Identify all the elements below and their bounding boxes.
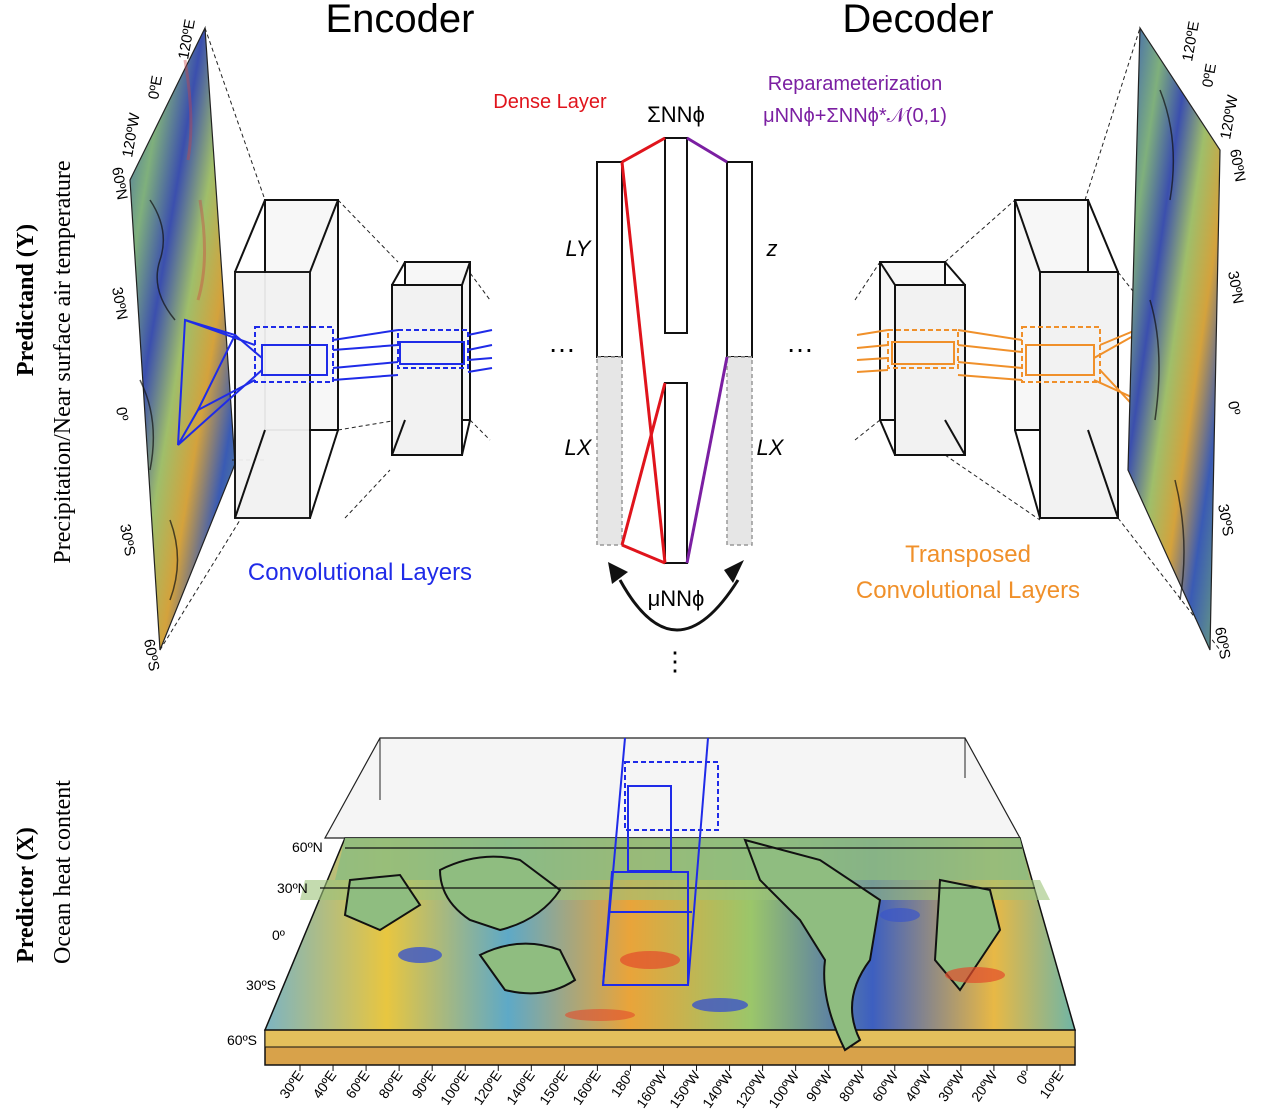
decoder-box-2 (1014, 199, 1119, 519)
bottom-map-lat-ticks: 60ºN 30ºN 0º 30ºS 60ºS (227, 839, 323, 1048)
bottom-lon-tick-label: 60ºW (869, 1067, 902, 1105)
bottom-lon-tick-label: 140ºE (503, 1068, 538, 1108)
conv-layers-label: Convolutional Layers (248, 559, 472, 586)
mu-label: μNNϕ (648, 586, 705, 611)
bottom-map-lon-ticks: 30ºE 40ºE 60ºE 80ºE 90ºE100ºE120ºE140ºE150ºE… (276, 1065, 1066, 1111)
skip-arrow (608, 560, 744, 632)
decoder-ellipsis: … (786, 327, 814, 358)
vertical-ellipsis: ⋮ (662, 646, 688, 676)
right-lon-120w: 120ºW (1217, 93, 1242, 141)
dense-layer-column-left (596, 161, 623, 546)
left-lat-30n: 30ºN (108, 286, 130, 321)
bottom-lon-tick-label: 30ºE (276, 1068, 306, 1102)
reparam-formula: μNNϕ+ΣNNϕ*𝒩(0,1) (763, 105, 947, 127)
tconv-label-line1: Transposed (905, 541, 1031, 568)
left-lat-60n: 60ºN (108, 166, 130, 201)
predictand-label: Predictand (Y) (13, 224, 39, 376)
bottom-lon-tick-label: 80ºW (836, 1067, 869, 1105)
left-lon-120w: 120ºW (119, 111, 144, 159)
right-lat-60n: 60ºN (1226, 148, 1248, 183)
ly-label: LY (566, 236, 592, 261)
left-output-map (129, 25, 236, 651)
bottom-lon-tick-label: 90ºE (408, 1068, 438, 1102)
encoder-conv-kernels (177, 318, 493, 446)
decoder-title: Decoder (842, 0, 993, 41)
bottom-lon-tick-label: 0º (1013, 1068, 1034, 1088)
sigma-label: ΣNNϕ (647, 102, 705, 127)
bottom-lon-tick-label: 30ºW (935, 1067, 968, 1105)
bottom-lon-tick-label: 120ºE (470, 1068, 505, 1108)
right-lat-60s: 60ºS (1211, 626, 1233, 661)
right-output-map (1127, 26, 1221, 651)
reparam-connections (685, 136, 729, 564)
left-lat-30s: 30ºS (116, 523, 138, 558)
bottom-lon-tick-label: 40ºW (902, 1067, 935, 1105)
right-lon-0e: 0ºE (1199, 62, 1220, 88)
encoder-box-2 (391, 261, 471, 456)
bottom-lat-60s: 60ºS (227, 1032, 257, 1048)
bottom-lon-tick-label: 150ºW (666, 1067, 703, 1111)
bottom-lon-tick-label: 100ºE (437, 1068, 472, 1108)
right-lat-0: 0º (1224, 400, 1243, 417)
left-lon-120e: 120ºE (175, 18, 199, 61)
bottom-lon-tick-label: 80ºE (375, 1068, 405, 1102)
dense-layer-label: Dense Layer (493, 91, 607, 113)
bottom-lon-tick-label: 160ºW (633, 1067, 670, 1111)
encoder-title: Encoder (326, 0, 475, 41)
reparam-title: Reparameterization (768, 73, 943, 95)
bottom-lon-tick-label: 90ºW (803, 1067, 836, 1105)
bottom-lat-0: 0º (272, 927, 285, 943)
bottom-lon-tick-label: 60ºE (342, 1068, 372, 1102)
z-label: z (766, 236, 778, 261)
bottom-lon-tick-label: 10ºE (1036, 1068, 1066, 1102)
bottom-lon-tick-label: 120ºW (732, 1067, 769, 1111)
bottom-lon-tick-label: 140ºW (699, 1067, 736, 1111)
right-lat-30n: 30ºN (1224, 270, 1246, 305)
right-lat-30s: 30ºS (1214, 503, 1236, 538)
bottom-lon-tick-label: 180º (607, 1068, 636, 1101)
predictor-subtitle: Ocean heat content (50, 780, 76, 964)
mu-column (664, 382, 688, 564)
predictor-map-stack (263, 737, 1076, 1066)
bottom-lon-tick-label: 20ºW (968, 1067, 1001, 1105)
tconv-label-line2: Convolutional Layers (856, 577, 1080, 604)
bottom-lat-30n: 30ºN (277, 880, 308, 896)
bottom-lon-tick-label: 100ºW (765, 1067, 802, 1111)
encoder-box-1 (234, 199, 339, 519)
dense-connections (620, 136, 667, 565)
bottom-lat-30s: 30ºS (246, 977, 276, 993)
sigma-column (664, 137, 688, 334)
z-column (726, 161, 753, 546)
right-lon-120e: 120ºE (1179, 20, 1203, 63)
left-lon-0e: 0ºE (145, 74, 166, 100)
lx-right-label: LX (757, 435, 785, 460)
encoder-ellipsis: … (548, 327, 576, 358)
bottom-lon-tick-label: 40ºE (309, 1068, 339, 1102)
predictand-bold: Predictand (Y) (13, 224, 39, 376)
lx-left-label: LX (565, 435, 593, 460)
left-lat-0: 0º (112, 406, 131, 423)
predictand-subtitle: Precipitation/Near surface air temperatu… (50, 160, 76, 563)
predictor-bold: Predictor (X) (13, 827, 39, 963)
left-lat-60s: 60ºS (140, 638, 162, 673)
bottom-lon-tick-label: 150ºE (536, 1068, 571, 1108)
bottom-lon-tick-label: 160ºE (569, 1068, 604, 1108)
bottom-lat-60n: 60ºN (292, 839, 323, 855)
